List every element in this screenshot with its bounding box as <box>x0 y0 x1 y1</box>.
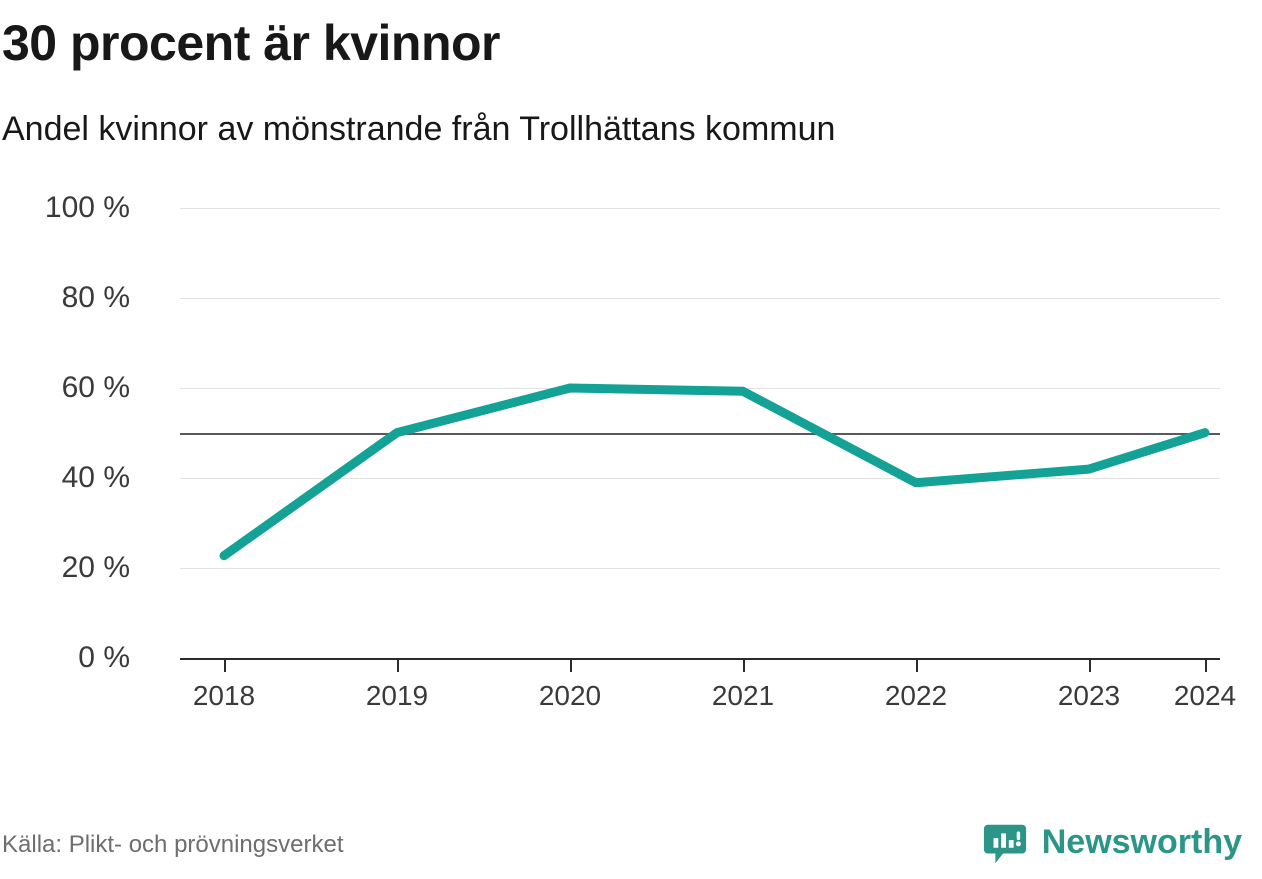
line-series-women-share[interactable] <box>180 208 1220 658</box>
x-tick-2021 <box>743 658 745 672</box>
newsworthy-logo-text: Newsworthy <box>1042 823 1242 862</box>
y-axis-label-0: 0 % <box>0 641 150 675</box>
chart-subtitle: Andel kvinnor av mönstrande från Trollhä… <box>2 110 835 149</box>
y-axis-label-60: 60 % <box>0 371 150 405</box>
source-text: Källa: Plikt- och prövningsverket <box>2 831 343 859</box>
axis-baseline-0 <box>180 658 1220 660</box>
newsworthy-logo-icon <box>982 819 1028 865</box>
y-axis-label-100: 100 % <box>0 191 150 225</box>
x-axis-label-2021: 2021 <box>698 680 788 712</box>
x-tick-2023 <box>1089 658 1091 672</box>
y-axis-label-20: 20 % <box>0 551 150 585</box>
x-axis-label-2018: 2018 <box>179 680 269 712</box>
y-axis-label-40: 40 % <box>0 461 150 495</box>
y-axis-label-80: 80 % <box>0 281 150 315</box>
x-tick-2019 <box>397 658 399 672</box>
x-tick-2022 <box>916 658 918 672</box>
x-tick-2018 <box>224 658 226 672</box>
x-axis-label-2019: 2019 <box>352 680 442 712</box>
x-tick-2024 <box>1205 658 1207 672</box>
x-tick-2020 <box>570 658 572 672</box>
chart-title: 30 procent är kvinnor <box>2 14 500 72</box>
x-axis-label-2024: 2024 <box>1160 680 1250 712</box>
chart-plot-area: 100 % 80 % 60 % 40 % 20 % 0 % 2018 2019 … <box>0 208 1262 658</box>
x-axis-label-2023: 2023 <box>1044 680 1134 712</box>
x-axis-label-2020: 2020 <box>525 680 615 712</box>
chart-page: 30 procent är kvinnor Andel kvinnor av m… <box>0 0 1262 879</box>
x-axis-label-2022: 2022 <box>871 680 961 712</box>
newsworthy-logo[interactable]: Newsworthy <box>982 819 1242 865</box>
